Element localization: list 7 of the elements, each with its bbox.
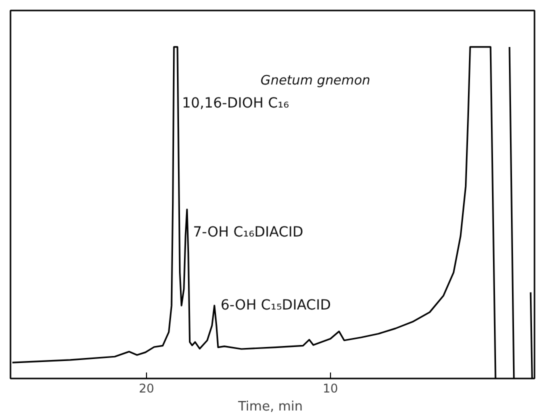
x-axis-title: Time, min	[237, 400, 303, 414]
x-tick-label: 20	[138, 382, 154, 396]
annotation: 10,16-DIOH C₁₆	[182, 95, 290, 112]
annotation: Gnetum gnemon	[260, 74, 370, 88]
annotation: 6-OH C₁₅DIACID	[220, 298, 331, 314]
x-tick-label: 10	[322, 382, 338, 396]
annotation: 7-OH C₁₆DIACID	[193, 224, 304, 241]
